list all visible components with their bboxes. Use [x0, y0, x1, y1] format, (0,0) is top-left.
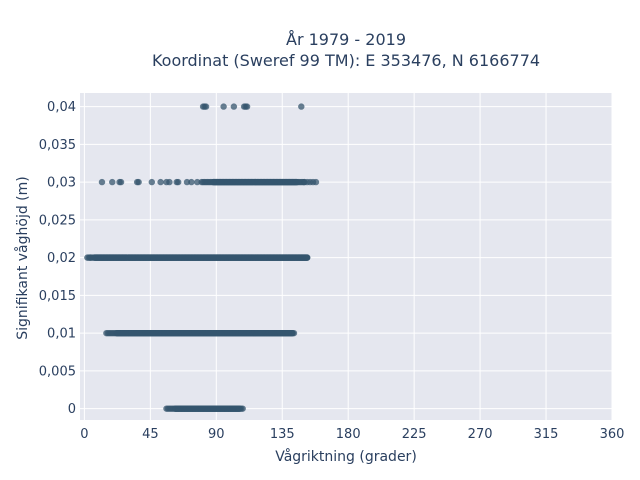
- data-point: [98, 178, 106, 186]
- y-tick-label: 0,01: [47, 327, 76, 342]
- y-tick-label: 0,025: [39, 213, 76, 228]
- x-tick-label: 90: [208, 427, 225, 442]
- data-point: [109, 178, 116, 186]
- y-tick-label: 0,015: [39, 289, 76, 304]
- data-point: [202, 103, 210, 110]
- x-tick-label: 270: [468, 427, 493, 442]
- data-point: [87, 254, 94, 261]
- data-point: [183, 178, 191, 186]
- x-tick-label: 360: [600, 427, 625, 442]
- gridlines: [80, 93, 613, 420]
- data-point: [243, 103, 251, 110]
- x-axis-label: Vågriktning (grader): [275, 448, 417, 465]
- data-point: [166, 178, 173, 186]
- data-point: [148, 178, 156, 186]
- y-tick-labels: 0 0,005 0,01 0,015 0,02 0,025 0,03 0,035 0,04: [39, 100, 76, 417]
- data-point: [298, 103, 305, 110]
- x-tick-label: 135: [270, 427, 295, 442]
- chart-title: År 1979 - 2019: [286, 30, 406, 49]
- y-tick-label: 0: [68, 402, 76, 417]
- data-point: [236, 405, 243, 412]
- data-point: [117, 178, 125, 186]
- data-point: [289, 329, 296, 337]
- x-tick-label: 180: [336, 427, 361, 442]
- data-point: [312, 178, 320, 186]
- data-point: [220, 103, 227, 110]
- data-point: [135, 178, 142, 186]
- x-tick-labels: 0 45 90 135 180 225 270 315 360: [80, 427, 624, 442]
- x-tick-label: 0: [80, 427, 88, 442]
- data-point: [194, 178, 201, 186]
- data-points: [84, 103, 320, 412]
- y-tick-label: 0,035: [39, 138, 76, 153]
- data-point: [174, 178, 182, 186]
- chart-subtitle: Koordinat (Sweref 99 TM): E 353476, N 61…: [152, 51, 540, 70]
- y-tick-label: 0,03: [47, 176, 76, 191]
- data-point: [157, 178, 164, 186]
- x-tick-label: 225: [402, 427, 427, 442]
- x-tick-label: 315: [534, 427, 559, 442]
- data-point: [230, 103, 238, 110]
- y-tick-label: 0,04: [47, 100, 76, 115]
- y-axis-label: Signifikant våghöjd (m): [14, 176, 31, 339]
- x-tick-label: 45: [142, 427, 159, 442]
- y-tick-label: 0,005: [39, 364, 76, 379]
- data-point: [303, 254, 311, 261]
- data-point: [188, 178, 195, 186]
- data-point: [293, 178, 301, 186]
- y-tick-label: 0,02: [47, 251, 76, 266]
